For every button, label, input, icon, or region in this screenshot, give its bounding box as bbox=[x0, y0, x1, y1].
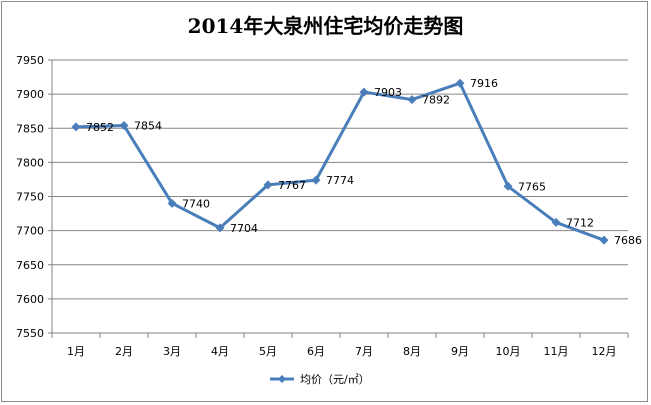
data-label: 7740 bbox=[182, 197, 210, 210]
x-tick-labels: 1月 2月 3月 4月 5月 6月 7月 8月 9月 10月 11月 12月 bbox=[67, 345, 617, 358]
x-tick-label: 8月 bbox=[403, 345, 421, 358]
data-labels: 7852 7854 7740 7704 7767 7774 7903 7892 7916 7765… bbox=[86, 77, 642, 247]
data-label: 7892 bbox=[422, 94, 450, 107]
data-point-marker bbox=[455, 78, 465, 88]
x-tick-label: 6月 bbox=[307, 345, 325, 358]
data-label: 7686 bbox=[614, 234, 642, 247]
x-tick-label: 3月 bbox=[163, 345, 181, 358]
chart-title: 2014年大泉州住宅均价走势图 bbox=[187, 14, 464, 38]
y-tick-label: 7850 bbox=[16, 122, 44, 135]
y-tick-label: 7700 bbox=[16, 225, 44, 238]
y-tick-label: 7550 bbox=[16, 327, 44, 340]
legend-label: 均价（元/㎡） bbox=[300, 373, 370, 386]
y-tick-label: 7900 bbox=[16, 88, 44, 101]
y-tick-label: 7750 bbox=[16, 191, 44, 204]
data-point-marker bbox=[551, 217, 561, 227]
data-point-marker bbox=[599, 235, 609, 245]
data-label: 7767 bbox=[278, 179, 306, 192]
x-tick-label: 1月 bbox=[67, 345, 85, 358]
series-line bbox=[75, 81, 605, 242]
x-tick-label: 7月 bbox=[355, 345, 373, 358]
axes bbox=[48, 59, 629, 338]
data-point-marker bbox=[215, 223, 225, 233]
series-group bbox=[71, 78, 609, 245]
data-point-marker bbox=[263, 180, 273, 190]
data-point-marker bbox=[503, 181, 513, 191]
x-tick-label: 9月 bbox=[451, 345, 469, 358]
gridlines bbox=[52, 59, 628, 334]
x-tick-label: 2月 bbox=[115, 345, 133, 358]
data-label: 7704 bbox=[230, 222, 258, 235]
data-point-marker bbox=[119, 121, 129, 131]
y-tick-label: 7950 bbox=[16, 54, 44, 67]
x-tick-label: 4月 bbox=[211, 345, 229, 358]
data-point-marker bbox=[71, 122, 81, 132]
y-tick-label: 7800 bbox=[16, 156, 44, 169]
data-label: 7774 bbox=[326, 174, 354, 187]
data-point-marker bbox=[167, 198, 177, 208]
data-point-marker bbox=[407, 95, 417, 105]
y-tick-label: 7600 bbox=[16, 293, 44, 306]
data-label: 7854 bbox=[134, 120, 162, 133]
y-tick-label: 7650 bbox=[16, 259, 44, 272]
x-tick-label: 10月 bbox=[496, 345, 521, 358]
data-label: 7712 bbox=[566, 216, 594, 229]
data-point-marker bbox=[359, 87, 369, 97]
legend-marker bbox=[278, 375, 286, 383]
x-tick-label: 11月 bbox=[544, 345, 569, 358]
data-label: 7852 bbox=[86, 121, 114, 134]
legend: 均价（元/㎡） bbox=[270, 373, 370, 386]
data-label: 7765 bbox=[518, 180, 546, 193]
data-point-marker bbox=[311, 175, 321, 185]
y-tick-labels: 7550 7600 7650 7700 7750 7800 7850 7900 7950 bbox=[16, 54, 44, 340]
x-tick-label: 5月 bbox=[259, 345, 277, 358]
data-label: 7916 bbox=[470, 77, 498, 90]
x-tick-label: 12月 bbox=[592, 345, 617, 358]
data-label: 7903 bbox=[374, 86, 402, 99]
